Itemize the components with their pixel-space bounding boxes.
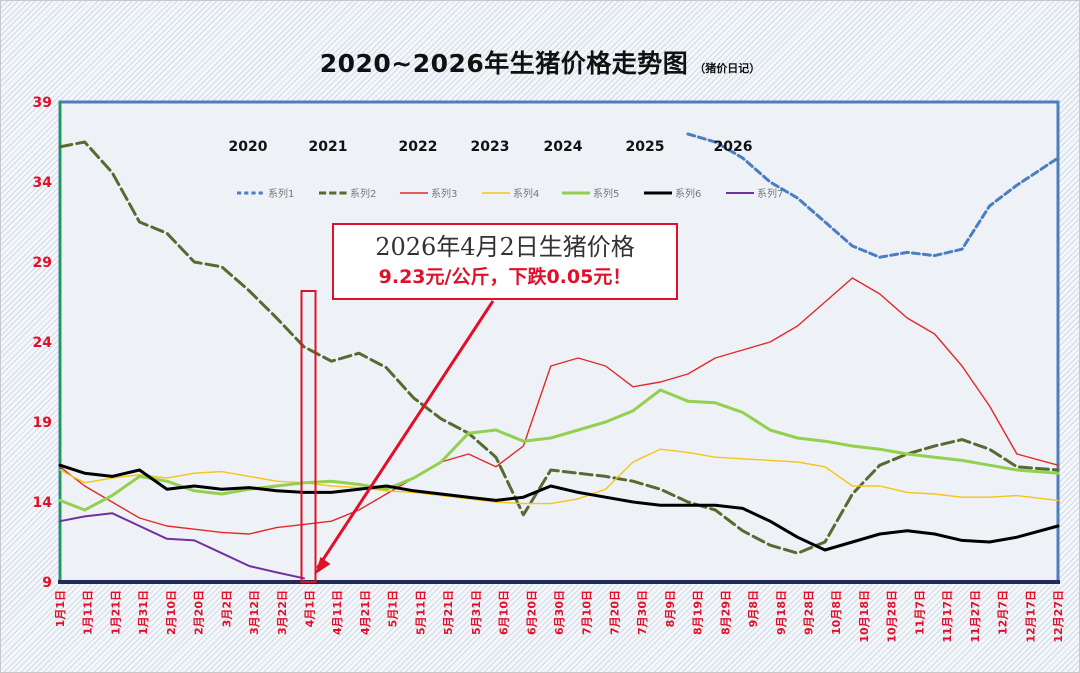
legend-label-2: 系列2 [350, 187, 376, 200]
callout-price: 9.23元/公斤，下跌0.05元！ [378, 266, 632, 288]
series-line-6 [58, 463, 1060, 552]
x-tick-label: 2月20日 [193, 590, 206, 635]
y-tick-label: 19 [33, 415, 52, 431]
x-tick-label: 7月30日 [636, 590, 649, 635]
series-line-3 [59, 277, 1059, 535]
x-tick-label: 4月11日 [331, 590, 344, 635]
x-tick-label: 9月18日 [775, 590, 788, 635]
legend-label-4: 系列4 [513, 187, 539, 200]
x-tick-label: 5月31日 [470, 590, 483, 635]
x-tick-label: 2月10日 [165, 590, 178, 635]
x-tick-label: 1月21日 [109, 590, 122, 635]
legend-label-5: 系列5 [593, 187, 619, 200]
legend-label-6: 系列6 [675, 187, 701, 200]
x-tick-label: 11月7日 [913, 590, 926, 635]
year-label: 2023 [471, 139, 510, 155]
year-label: 2021 [309, 139, 348, 155]
y-tick-label: 24 [33, 335, 53, 351]
chart-subtitle: （猪价日记） [694, 62, 761, 75]
y-tick-label: 9 [42, 575, 52, 591]
x-tick-label: 6月20日 [525, 590, 538, 635]
x-tick-label: 1月1日 [54, 590, 67, 627]
x-tick-label: 4月21日 [359, 590, 372, 635]
x-tick-label: 1月11日 [82, 590, 95, 635]
year-labels: 2020 2021 2022 2023 2024 2025 2026 [229, 139, 753, 155]
y-ticks: 9 14 19 24 29 34 39 [33, 95, 53, 591]
legend-label-3: 系列3 [431, 187, 457, 200]
annotation-layer [300, 290, 495, 583]
x-tick-label: 3月12日 [248, 590, 261, 635]
x-tick-label: 5月11日 [414, 590, 427, 635]
x-tick-label: 5月21日 [442, 590, 455, 635]
x-tick-label: 10月18日 [858, 590, 871, 643]
chart-title: 2020~2026年生猪价格走势图 [319, 49, 689, 78]
x-tick-label: 5月1日 [387, 590, 400, 627]
x-tick-label: 3月22日 [276, 590, 289, 635]
x-tick-label: 7月20日 [608, 590, 621, 635]
x-tick-label: 8月19日 [692, 590, 705, 635]
x-tick-label: 9月28日 [803, 590, 816, 635]
x-tick-label: 3月2日 [220, 590, 233, 627]
legend-label-1: 系列1 [268, 187, 294, 200]
series-layer [58, 132, 1060, 580]
legend: 系列1 系列2 系列3 系列4 系列5 系列6 系列7 [237, 187, 783, 200]
highlight-box [300, 290, 317, 583]
series-line-7 [59, 512, 305, 580]
x-tick-label: 4月1日 [304, 590, 317, 627]
x-tick-label: 1月31日 [137, 590, 150, 635]
x-tick-label: 12月17日 [1024, 590, 1037, 643]
x-tick-label: 7月10日 [581, 590, 594, 635]
series-line-2 [58, 140, 1060, 555]
x-tick-label: 11月27日 [969, 590, 982, 643]
series-line-5 [58, 388, 1060, 512]
year-label: 2024 [544, 139, 583, 155]
x-tick-label: 12月7日 [997, 590, 1010, 635]
x-tick-label: 8月29日 [719, 590, 732, 635]
x-tick-label: 10月28日 [886, 590, 899, 643]
year-label: 2022 [399, 139, 438, 155]
x-tick-label: 11月17日 [941, 590, 954, 643]
y-tick-label: 29 [33, 255, 52, 271]
y-tick-label: 14 [33, 495, 53, 511]
y-tick-label: 39 [33, 95, 52, 111]
plot-area [58, 100, 1060, 584]
year-label: 2026 [714, 139, 753, 155]
x-tick-label: 6月10日 [498, 590, 511, 635]
x-tick-label: 10月8日 [830, 590, 843, 635]
price-callout: 2026年4月2日生猪价格 9.23元/公斤，下跌0.05元！ [332, 223, 678, 300]
chart-title-block: 2020~2026年生猪价格走势图 （猪价日记） [0, 44, 1080, 80]
year-label: 2025 [626, 139, 665, 155]
series-line-4 [59, 448, 1059, 505]
legend-label-7: 系列7 [757, 187, 783, 200]
x-ticks: 1月1日 1月11日 1月21日 1月31日 2月10日 2月20日 3月2日 3月12日 3月… [54, 590, 1065, 643]
y-tick-label: 34 [33, 175, 53, 191]
year-label: 2020 [229, 139, 268, 155]
x-tick-label: 12月27日 [1052, 590, 1065, 643]
x-tick-label: 8月9日 [664, 590, 677, 627]
x-tick-label: 9月8日 [747, 590, 760, 627]
series-line-1 [686, 132, 1060, 259]
callout-headline: 2026年4月2日生猪价格 [375, 233, 635, 261]
callout-arrow-line [316, 300, 495, 569]
callout-arrow-head [315, 557, 331, 574]
x-tick-label: 6月30日 [553, 590, 566, 635]
